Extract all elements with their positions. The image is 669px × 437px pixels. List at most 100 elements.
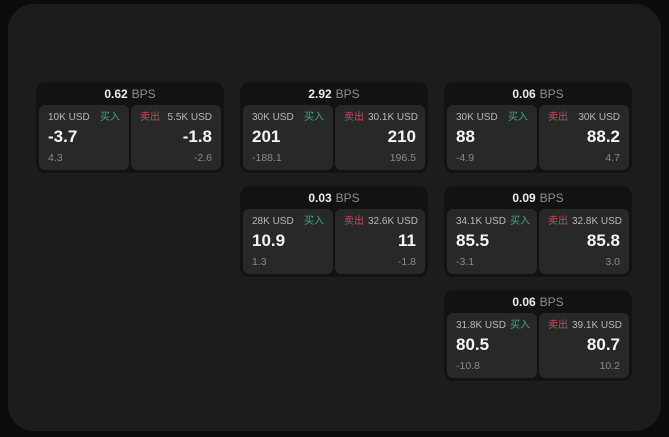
sell-amount: 30K USD bbox=[578, 112, 620, 123]
sell-amount: 30.1K USD bbox=[368, 112, 419, 123]
buy-secondary-value: -3.1 bbox=[456, 256, 475, 268]
bps-value: 2.92 bbox=[308, 86, 332, 101]
buy-secondary-value: -10.8 bbox=[456, 360, 480, 372]
sell-price: 80.7 bbox=[586, 335, 620, 354]
buy-amount: 30K USD bbox=[456, 112, 498, 123]
buy-secondary-value: -4.9 bbox=[456, 152, 475, 164]
buy-quote-tile[interactable]: 31.8K USD 买入 80.5 -10.8 bbox=[447, 313, 537, 378]
sell-tile-top: 卖出 32.8K USD bbox=[548, 216, 623, 228]
sell-amount: 32.6K USD bbox=[368, 216, 419, 227]
buy-price: 80.5 bbox=[456, 335, 490, 354]
sell-amount: 5.5K USD bbox=[167, 112, 212, 123]
bps-value: 0.03 bbox=[308, 190, 332, 205]
buy-amount: 10K USD bbox=[48, 112, 90, 123]
buy-label: 买入 bbox=[304, 216, 324, 227]
sell-price: 11 bbox=[398, 231, 416, 250]
bps-value: 0.09 bbox=[512, 190, 536, 205]
buy-quote-tile[interactable]: 28K USD 买入 10.9 1.3 bbox=[243, 209, 333, 274]
quote-body: 28K USD 买入 10.9 1.3 卖出 32.6K USD 11 -1.8 bbox=[243, 209, 425, 274]
buy-amount: 30K USD bbox=[252, 112, 294, 123]
buy-price: -3.7 bbox=[48, 127, 78, 146]
bps-header: 0.62 BPS bbox=[39, 82, 221, 105]
sell-secondary-value: -1.8 bbox=[397, 256, 416, 268]
buy-quote-tile[interactable]: 30K USD 买入 201 -188.1 bbox=[243, 105, 333, 170]
buy-tile-top: 31.8K USD 买入 bbox=[456, 320, 531, 332]
buy-label: 买入 bbox=[304, 112, 324, 123]
sell-secondary-value: -2.6 bbox=[193, 152, 212, 164]
sell-secondary-value: 196.5 bbox=[389, 152, 416, 164]
quote-body: 10K USD 买入 -3.7 4.3 卖出 5.5K USD -1.8 -2.… bbox=[39, 105, 221, 170]
buy-label: 买入 bbox=[508, 112, 528, 123]
sell-label: 卖出 bbox=[548, 112, 568, 123]
quote-card-1: 0.62 BPS 10K USD 买入 -3.7 4.3 卖出 5.5K USD bbox=[36, 82, 224, 173]
buy-tile-top: 30K USD 买入 bbox=[456, 112, 528, 124]
buy-label: 买入 bbox=[510, 216, 531, 227]
bps-header: 0.06 BPS bbox=[447, 290, 629, 313]
bps-header: 2.92 BPS bbox=[243, 82, 425, 105]
bps-unit-label: BPS bbox=[539, 190, 564, 205]
quote-card-3: 0.06 BPS 30K USD 买入 88 -4.9 卖出 30K USD bbox=[444, 82, 632, 173]
bps-header: 0.09 BPS bbox=[447, 186, 629, 209]
sell-label: 卖出 bbox=[344, 216, 364, 227]
buy-tile-top: 30K USD 买入 bbox=[252, 112, 324, 124]
quote-card-6: 0.06 BPS 31.8K USD 买入 80.5 -10.8 卖出 39.1… bbox=[444, 290, 632, 381]
sell-quote-tile[interactable]: 卖出 5.5K USD -1.8 -2.6 bbox=[131, 105, 221, 170]
buy-label: 买入 bbox=[510, 320, 531, 331]
bps-unit-label: BPS bbox=[335, 86, 360, 101]
buy-amount: 31.8K USD bbox=[456, 320, 507, 331]
buy-label: 买入 bbox=[100, 112, 120, 123]
sell-quote-tile[interactable]: 卖出 30.1K USD 210 196.5 bbox=[335, 105, 425, 170]
quote-card-2: 2.92 BPS 30K USD 买入 201 -188.1 卖出 30.1K … bbox=[240, 82, 428, 173]
buy-secondary-value: -188.1 bbox=[252, 152, 282, 164]
bps-unit-label: BPS bbox=[539, 294, 564, 309]
sell-label: 卖出 bbox=[548, 216, 568, 227]
sell-price: 85.8 bbox=[586, 231, 620, 250]
quote-card-4: 0.03 BPS 28K USD 买入 10.9 1.3 卖出 32.6K US… bbox=[240, 186, 428, 277]
sell-tile-top: 卖出 39.1K USD bbox=[548, 320, 622, 332]
quote-body: 31.8K USD 买入 80.5 -10.8 卖出 39.1K USD 80.… bbox=[447, 313, 629, 378]
sell-quote-tile[interactable]: 卖出 32.8K USD 85.8 3.0 bbox=[539, 209, 629, 274]
bps-header: 0.06 BPS bbox=[447, 82, 629, 105]
bps-unit-label: BPS bbox=[335, 190, 360, 205]
sell-tile-top: 卖出 32.6K USD bbox=[344, 216, 419, 228]
sell-label: 卖出 bbox=[344, 112, 364, 123]
buy-price: 88 bbox=[456, 127, 475, 146]
sell-secondary-value: 3.0 bbox=[605, 256, 620, 268]
buy-price: 10.9 bbox=[252, 231, 286, 250]
sell-tile-top: 卖出 30.1K USD bbox=[344, 112, 419, 124]
sell-secondary-value: 10.2 bbox=[599, 360, 620, 372]
sell-price: 88.2 bbox=[586, 127, 620, 146]
sell-tile-top: 卖出 5.5K USD bbox=[140, 112, 212, 124]
bps-value: 0.62 bbox=[104, 86, 128, 101]
buy-secondary-value: 1.3 bbox=[252, 256, 267, 268]
bps-value: 0.06 bbox=[512, 86, 536, 101]
sell-secondary-value: 4.7 bbox=[605, 152, 620, 164]
buy-amount: 34.1K USD bbox=[456, 216, 507, 227]
quote-body: 30K USD 买入 201 -188.1 卖出 30.1K USD 210 1… bbox=[243, 105, 425, 170]
buy-amount: 28K USD bbox=[252, 216, 294, 227]
quote-body: 34.1K USD 买入 85.5 -3.1 卖出 32.8K USD 85.8… bbox=[447, 209, 629, 274]
buy-price: 201 bbox=[252, 127, 281, 146]
sell-tile-top: 卖出 30K USD bbox=[548, 112, 620, 124]
quotes-panel: 0.62 BPS 10K USD 买入 -3.7 4.3 卖出 5.5K USD bbox=[8, 4, 661, 431]
bps-header: 0.03 BPS bbox=[243, 186, 425, 209]
sell-quote-tile[interactable]: 卖出 32.6K USD 11 -1.8 bbox=[335, 209, 425, 274]
buy-tile-top: 10K USD 买入 bbox=[48, 112, 120, 124]
bps-unit-label: BPS bbox=[539, 86, 564, 101]
bps-unit-label: BPS bbox=[131, 86, 156, 101]
sell-label: 卖出 bbox=[140, 112, 160, 123]
buy-quote-tile[interactable]: 34.1K USD 买入 85.5 -3.1 bbox=[447, 209, 537, 274]
quote-body: 30K USD 买入 88 -4.9 卖出 30K USD 88.2 4.7 bbox=[447, 105, 629, 170]
buy-price: 85.5 bbox=[456, 231, 490, 250]
buy-quote-tile[interactable]: 30K USD 买入 88 -4.9 bbox=[447, 105, 537, 170]
sell-label: 卖出 bbox=[548, 320, 568, 331]
buy-tile-top: 28K USD 买入 bbox=[252, 216, 324, 228]
quote-card-5: 0.09 BPS 34.1K USD 买入 85.5 -3.1 卖出 32.8K… bbox=[444, 186, 632, 277]
buy-quote-tile[interactable]: 10K USD 买入 -3.7 4.3 bbox=[39, 105, 129, 170]
sell-amount: 32.8K USD bbox=[572, 216, 623, 227]
sell-quote-tile[interactable]: 卖出 39.1K USD 80.7 10.2 bbox=[539, 313, 629, 378]
sell-quote-tile[interactable]: 卖出 30K USD 88.2 4.7 bbox=[539, 105, 629, 170]
buy-tile-top: 34.1K USD 买入 bbox=[456, 216, 531, 228]
sell-price: -1.8 bbox=[182, 127, 212, 146]
